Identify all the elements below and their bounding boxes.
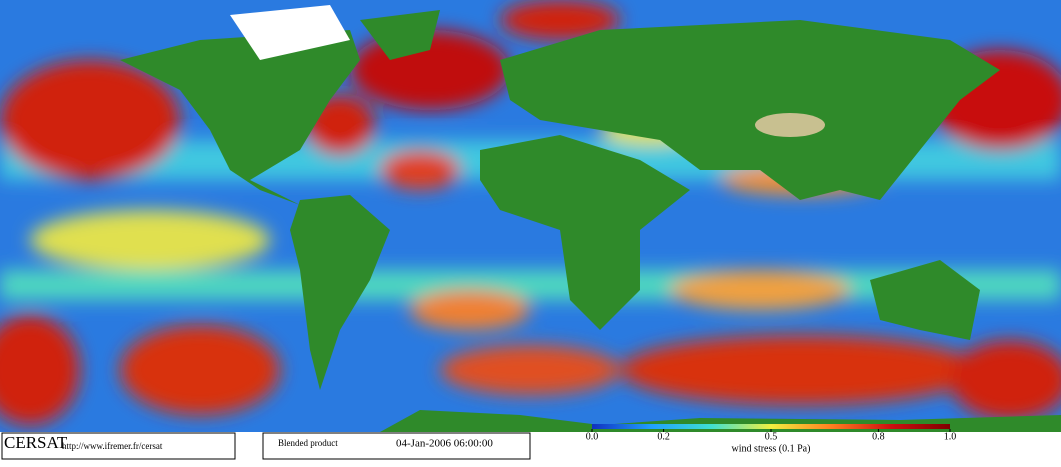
ice bbox=[230, 5, 350, 60]
plateau bbox=[755, 113, 825, 137]
date: 04-Jan-2006 06:00:00 bbox=[396, 438, 493, 450]
land bbox=[120, 10, 1061, 432]
url: http://www.ifremer.fr/cersat bbox=[62, 441, 163, 451]
logo-box bbox=[1, 432, 236, 460]
colorbar-tick-label: 0.5 bbox=[765, 431, 778, 442]
colorbar-tick-label: 0.2 bbox=[657, 431, 670, 442]
colorbar-tick-label: 0.0 bbox=[586, 431, 599, 442]
legend-label: wind stress (0.1 Pa) bbox=[732, 443, 811, 454]
colorbar-tick-label: 0.8 bbox=[872, 431, 885, 442]
colorbar-tick-label: 1.0 bbox=[944, 431, 957, 442]
colorbar bbox=[592, 424, 950, 429]
logo: CERSAT bbox=[4, 433, 68, 452]
info-box bbox=[262, 432, 531, 460]
product: Blended product bbox=[278, 438, 338, 448]
